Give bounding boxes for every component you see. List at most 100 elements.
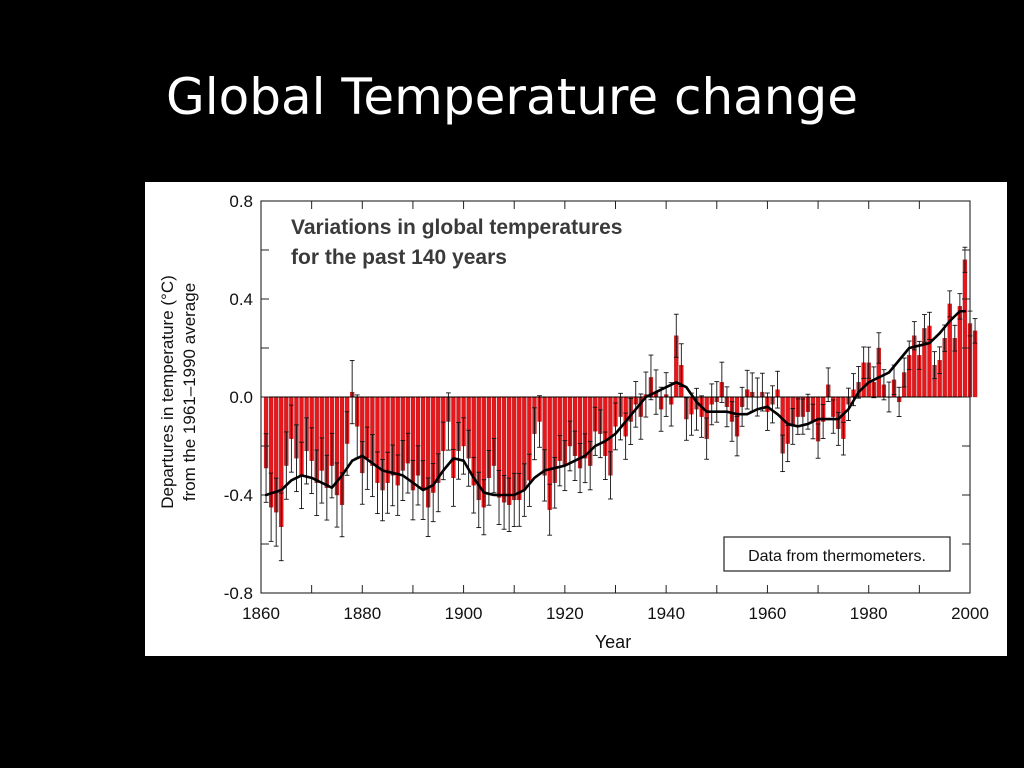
- error-bar-1878: [349, 360, 355, 425]
- error-bar-1992: [927, 311, 932, 341]
- error-bar-1950: [714, 381, 720, 423]
- error-bar-1929: [608, 451, 613, 500]
- error-bar-1867: [294, 424, 299, 493]
- error-bar-1861: [263, 433, 269, 503]
- error-bar-1988: [906, 340, 912, 371]
- error-bar-1889: [405, 432, 411, 494]
- error-bar-1973: [830, 399, 836, 434]
- error-bar-1880: [359, 441, 365, 505]
- error-bar-2001: [972, 318, 978, 344]
- error-bar-1986: [896, 386, 902, 417]
- x-tick-label: 1880: [343, 604, 381, 623]
- bar-1996: [947, 303, 952, 398]
- error-bar-1979: [861, 346, 867, 379]
- chart-subtitle: for the past 140 years: [291, 246, 507, 269]
- annotation-text: Data from thermometers.: [748, 548, 926, 565]
- error-bar-1960: [765, 392, 770, 431]
- error-bar-1869: [304, 417, 309, 485]
- error-bar-1897: [445, 392, 451, 451]
- error-bar-1949: [709, 383, 715, 426]
- x-tick-label: 1900: [445, 604, 483, 623]
- error-bar-1952: [724, 386, 730, 428]
- error-bar-1901: [466, 429, 472, 487]
- error-bar-1997: [952, 324, 958, 352]
- error-bar-1862: [268, 472, 274, 542]
- error-bars-layer: [263, 246, 978, 562]
- error-bar-1882: [370, 434, 375, 498]
- error-bar-1873: [324, 454, 330, 521]
- error-bar-1923: [577, 443, 583, 494]
- error-bar-1991: [922, 314, 927, 343]
- y-tick-label: 0.8: [229, 192, 253, 211]
- error-bar-1971: [820, 404, 826, 439]
- error-bar-1998: [957, 293, 963, 320]
- error-bar-1924: [582, 433, 588, 484]
- error-bar-1870: [309, 427, 315, 495]
- error-bar-1913: [527, 453, 532, 507]
- bar-1999: [962, 259, 968, 398]
- chart-title: Variations in global temperatures: [291, 216, 622, 239]
- error-bar-1937: [648, 354, 654, 401]
- error-bar-1872: [319, 437, 325, 504]
- error-bar-1888: [400, 440, 406, 501]
- error-bar-1911: [516, 473, 522, 527]
- error-bar-1982: [876, 332, 882, 364]
- error-bar-1959: [759, 372, 765, 412]
- error-bar-1953: [729, 401, 735, 442]
- error-bar-1981: [871, 366, 877, 399]
- x-tick-label: 2000: [951, 604, 989, 623]
- error-bar-1954: [734, 416, 740, 457]
- error-bar-1885: [385, 451, 391, 514]
- error-bar-1877: [344, 411, 350, 476]
- error-bar-1994: [937, 346, 943, 375]
- error-bar-1909: [506, 477, 512, 532]
- error-bar-1863: [273, 477, 279, 547]
- error-bar-1962: [775, 370, 780, 409]
- error-bar-1916: [542, 449, 547, 502]
- y-axis-label-line2: from the 1961–1990 average: [180, 283, 199, 501]
- error-bar-1899: [456, 422, 461, 480]
- error-bar-1939: [658, 386, 664, 432]
- x-tick-label: 1980: [850, 604, 888, 623]
- error-bar-1915: [537, 395, 542, 448]
- error-bar-1894: [430, 462, 436, 523]
- error-bar-1930: [613, 402, 618, 451]
- error-bar-1936: [643, 371, 649, 418]
- error-bar-1902: [471, 456, 477, 514]
- annotation-box: Data from thermometers.: [723, 536, 951, 572]
- error-bar-1890: [410, 459, 416, 521]
- error-bar-1940: [663, 372, 669, 417]
- y-axis-label: Departures in temperature (°C): [158, 275, 177, 509]
- error-bar-1933: [628, 398, 634, 445]
- error-bar-1970: [815, 423, 821, 459]
- error-bar-1996: [947, 290, 953, 318]
- bar-1998: [957, 306, 963, 398]
- error-bar-1917: [547, 483, 553, 536]
- y-tick-label: 0.0: [229, 388, 253, 407]
- error-bar-1942: [673, 313, 679, 358]
- error-bar-1961: [770, 385, 775, 424]
- axes-layer: -0.8 -0.4 0.0 0.4 0.8 1860 1880 1900 1920 1940 196…: [224, 192, 989, 623]
- error-bar-1903: [476, 471, 482, 529]
- error-bar-1910: [511, 472, 517, 527]
- error-bar-1918: [552, 456, 558, 509]
- error-bar-1948: [704, 417, 710, 460]
- error-bar-1980: [866, 346, 872, 379]
- error-bar-1914: [532, 407, 537, 461]
- slide-title: Global Temperature change: [165, 68, 859, 126]
- error-bar-1887: [395, 454, 401, 516]
- error-bar-1966: [795, 398, 801, 435]
- x-axis-label: Year: [595, 632, 631, 652]
- x-tick-label: 1960: [749, 604, 787, 623]
- error-bar-1951: [719, 361, 725, 403]
- error-bar-1999: [962, 246, 968, 273]
- error-bar-1919: [557, 435, 563, 487]
- x-tick-label: 1860: [242, 604, 280, 623]
- smoothed-curve-layer: [264, 309, 967, 497]
- x-tick-label: 1920: [546, 604, 584, 623]
- error-bar-1875: [334, 462, 340, 528]
- y-tick-label: 0.4: [229, 290, 253, 309]
- error-bar-1931: [618, 392, 623, 441]
- error-bar-1886: [390, 444, 396, 507]
- error-bar-1907: [496, 469, 502, 525]
